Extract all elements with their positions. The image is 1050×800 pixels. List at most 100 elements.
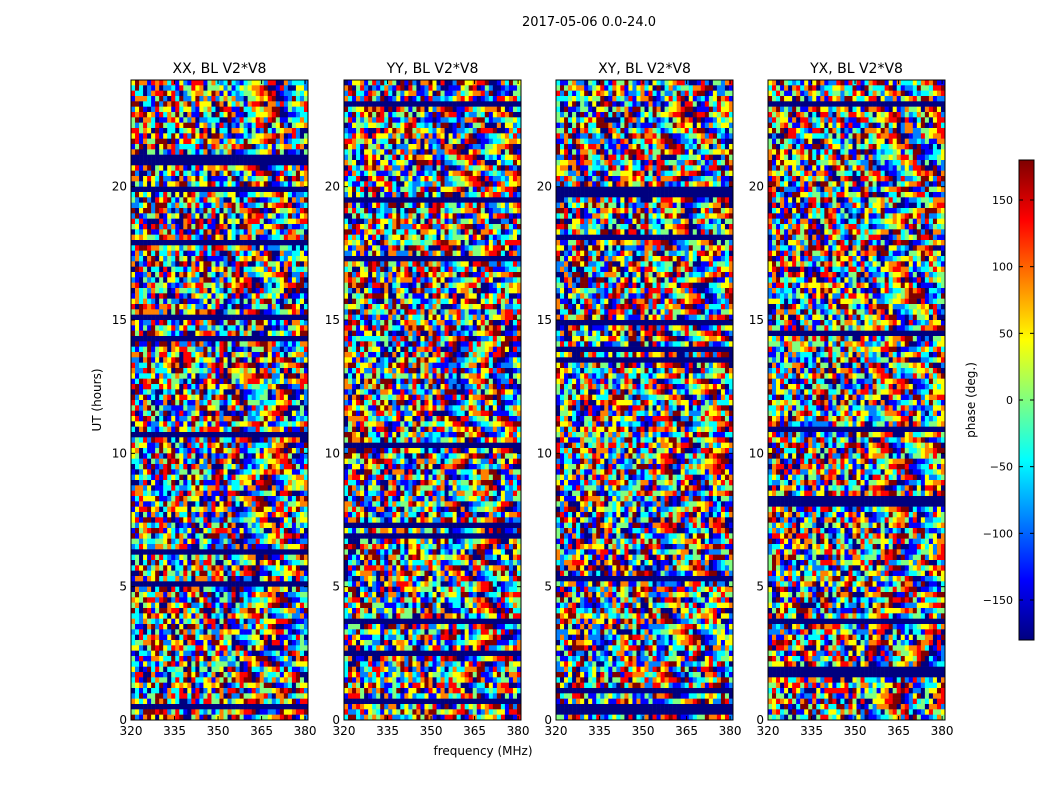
heatmap-cell — [275, 352, 281, 358]
heatmap-cell — [159, 213, 164, 219]
heatmap-cell — [223, 512, 228, 518]
heatmap-cell — [191, 410, 196, 417]
heatmap-cell — [271, 245, 277, 251]
heatmap-cell — [191, 453, 196, 459]
heatmap-cell — [271, 213, 277, 219]
heatmap-cell — [271, 368, 277, 374]
heatmap-cell — [287, 192, 293, 198]
heatmap-cell — [143, 485, 148, 491]
heatmap-cell — [271, 453, 277, 459]
heatmap-cell — [223, 154, 228, 161]
heatmap-cell — [195, 416, 200, 422]
heatmap-cell — [247, 592, 252, 598]
heatmap-cell — [235, 645, 240, 651]
heatmap-cell — [267, 384, 273, 390]
heatmap-cell — [215, 293, 220, 299]
heatmap-cell — [191, 597, 196, 603]
heatmap-cell — [191, 474, 196, 481]
heatmap-cell — [163, 234, 168, 241]
heatmap-cell — [175, 277, 180, 283]
heatmap-cell — [155, 160, 160, 166]
heatmap-cell — [183, 240, 188, 246]
heatmap-cell — [259, 506, 265, 513]
heatmap-cell — [259, 181, 265, 187]
heatmap-cell — [191, 336, 196, 342]
heatmap-cell — [263, 416, 269, 422]
heatmap-cell — [303, 122, 308, 129]
heatmap-cell — [187, 410, 192, 417]
heatmap-cell — [303, 170, 308, 177]
heatmap-cell — [131, 144, 136, 150]
heatmap-cell — [259, 469, 265, 475]
heatmap-cell — [239, 325, 244, 331]
heatmap-cell — [299, 416, 305, 422]
heatmap-cell — [151, 666, 156, 673]
heatmap-cell — [275, 202, 281, 209]
heatmap-cell — [299, 613, 305, 619]
heatmap-cell — [143, 384, 148, 390]
heatmap-cell — [179, 570, 184, 577]
heatmap-cell — [171, 218, 176, 225]
heatmap-cell — [155, 218, 160, 225]
heatmap-cell — [147, 277, 152, 283]
heatmap-cell — [151, 384, 156, 390]
heatmap-cell — [151, 208, 156, 214]
heatmap-cell — [219, 485, 224, 491]
heatmap-cell — [151, 634, 156, 641]
heatmap-cell — [147, 314, 152, 321]
heatmap-cell — [167, 522, 172, 529]
heatmap-cell — [251, 309, 256, 315]
heatmap-cell — [191, 544, 196, 550]
heatmap-cell — [135, 570, 140, 577]
heatmap-cell — [199, 544, 204, 550]
heatmap-cell — [143, 629, 148, 635]
heatmap-cell — [223, 261, 228, 267]
heatmap-cell — [191, 240, 196, 246]
heatmap-cell — [171, 240, 176, 246]
heatmap-cell — [143, 421, 148, 427]
heatmap-cell — [279, 133, 285, 139]
heatmap-cell — [135, 336, 140, 342]
heatmap-cell — [239, 400, 244, 406]
heatmap-cell — [291, 645, 297, 651]
heatmap-cell — [255, 277, 261, 283]
heatmap-cell — [263, 640, 269, 646]
heatmap-cell — [275, 368, 281, 374]
heatmap-cell — [259, 90, 265, 97]
heatmap-cell — [303, 330, 308, 337]
heatmap-cell — [227, 666, 232, 673]
heatmap-cell — [219, 213, 224, 219]
heatmap-cell — [135, 608, 140, 614]
heatmap-cell — [235, 586, 240, 593]
heatmap-cell — [227, 128, 232, 134]
heatmap-cell — [211, 432, 216, 438]
heatmap-cell — [259, 389, 265, 395]
heatmap-cell — [143, 112, 148, 118]
heatmap-cell — [199, 245, 204, 251]
heatmap-cell — [243, 224, 248, 230]
heatmap-cell — [231, 618, 236, 625]
heatmap-cell — [155, 282, 160, 289]
heatmap-cell — [259, 368, 265, 374]
heatmap-cell — [251, 256, 256, 262]
heatmap-cell — [211, 554, 216, 561]
heatmap-cell — [155, 400, 160, 406]
heatmap-cell — [131, 624, 136, 630]
heatmap-cell — [295, 181, 301, 187]
heatmap-cell — [279, 490, 285, 497]
heatmap-cell — [155, 128, 160, 134]
heatmap-cell — [187, 400, 192, 406]
heatmap-cell — [155, 645, 160, 651]
heatmap-cell — [239, 629, 244, 635]
heatmap-cell — [143, 362, 148, 369]
heatmap-cell — [283, 240, 289, 246]
heatmap-cell — [187, 624, 192, 630]
heatmap-cell — [219, 112, 224, 118]
heatmap-cell — [263, 666, 269, 673]
heatmap-cell — [239, 581, 244, 587]
heatmap-cell — [271, 378, 277, 385]
heatmap-cell — [263, 352, 269, 358]
heatmap-cell — [139, 410, 144, 417]
heatmap-cell — [255, 522, 261, 529]
heatmap-cell — [267, 373, 273, 379]
